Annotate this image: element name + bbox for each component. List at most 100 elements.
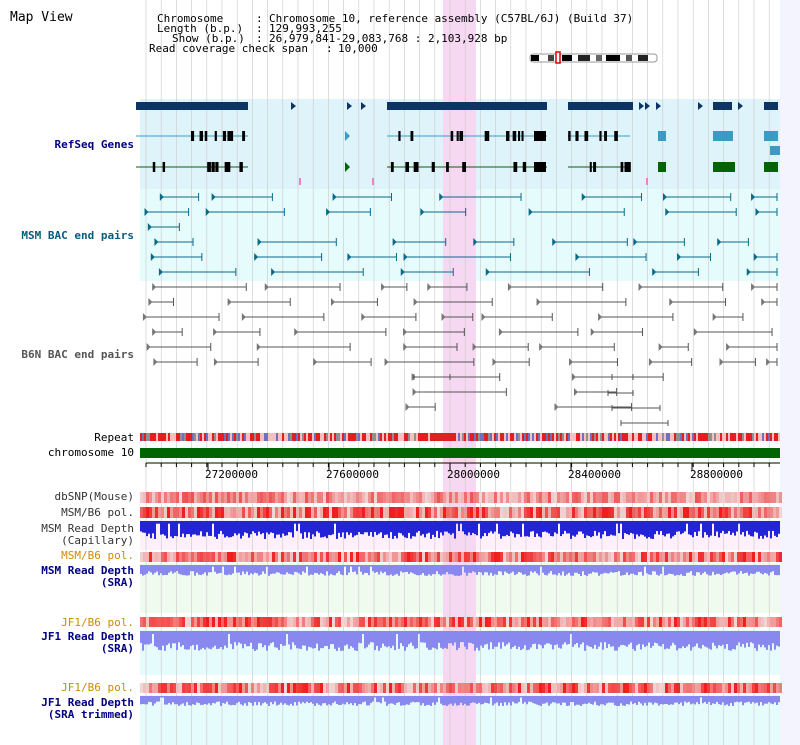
depth-bin bbox=[290, 521, 292, 533]
depth-bin bbox=[270, 631, 272, 644]
refseq-genes-label[interactable]: RefSeq Genes bbox=[54, 138, 134, 151]
polymorphism-bin bbox=[167, 683, 170, 693]
polymorphism-bin bbox=[254, 617, 257, 627]
depth-bin bbox=[148, 696, 150, 702]
polymorphism-bin bbox=[185, 492, 188, 503]
polymorphism-bin bbox=[584, 617, 587, 627]
polymorphism-bin bbox=[647, 617, 650, 627]
depth-bin bbox=[546, 631, 548, 644]
polymorphism-bin bbox=[632, 617, 635, 627]
repeat-element bbox=[758, 433, 760, 441]
polymorphism-bin bbox=[530, 617, 533, 627]
polymorphism-bin bbox=[632, 492, 635, 503]
polymorphism-bin bbox=[260, 683, 263, 693]
depth-bin bbox=[156, 565, 158, 572]
polymorphism-bin bbox=[566, 552, 569, 562]
depth-bin bbox=[494, 631, 496, 647]
depth-bin bbox=[434, 521, 436, 538]
repeat-element bbox=[192, 433, 194, 441]
depth-bin bbox=[544, 631, 546, 645]
repeat-element bbox=[334, 433, 336, 441]
polymorphism-bin bbox=[665, 552, 668, 562]
depth-bin bbox=[628, 521, 630, 535]
depth-bin bbox=[642, 631, 644, 645]
polymorphism-bin bbox=[617, 507, 620, 518]
depth-bin bbox=[332, 565, 334, 576]
repeat-element bbox=[520, 433, 522, 441]
depth-bin bbox=[762, 696, 764, 706]
polymorphism-bin bbox=[578, 683, 581, 693]
polymorphism-bin bbox=[599, 617, 602, 627]
depth-bin bbox=[702, 521, 704, 538]
depth-bin bbox=[382, 521, 384, 538]
polymorphism-bin bbox=[413, 617, 416, 627]
polymorphism-bin bbox=[509, 683, 512, 693]
depth-bin bbox=[368, 565, 370, 576]
polymorphism-bin bbox=[545, 552, 548, 562]
polymorphism-bin bbox=[455, 507, 458, 518]
depth-bin bbox=[550, 696, 552, 704]
b6n-bac-label[interactable]: B6N BAC end pairs bbox=[21, 348, 134, 361]
polymorphism-bin bbox=[359, 552, 362, 562]
depth-bin bbox=[720, 631, 722, 647]
depth-bin bbox=[684, 521, 686, 532]
polymorphism-bin bbox=[164, 683, 167, 693]
polymorphism-bin bbox=[728, 617, 731, 627]
depth-bin bbox=[692, 696, 694, 704]
depth-bin bbox=[256, 521, 258, 536]
polymorphism-bin bbox=[233, 552, 236, 562]
depth-bin bbox=[658, 696, 660, 706]
polymorphism-bin bbox=[200, 683, 203, 693]
depth-bin bbox=[210, 521, 212, 537]
polymorphism-bin bbox=[662, 507, 665, 518]
polymorphism-bin bbox=[569, 617, 572, 627]
repeat-element bbox=[268, 433, 270, 441]
repeat-element bbox=[668, 433, 670, 441]
polymorphism-bin bbox=[761, 683, 764, 693]
exon bbox=[224, 162, 228, 172]
polymorphism-bin bbox=[644, 492, 647, 503]
repeat-element bbox=[342, 433, 344, 441]
repeat-element bbox=[724, 433, 726, 441]
repeat-element bbox=[222, 433, 224, 441]
msm-bac-label[interactable]: MSM BAC end pairs bbox=[21, 229, 134, 242]
polymorphism-bin bbox=[326, 492, 329, 503]
depth-bin bbox=[238, 696, 240, 702]
depth-bin bbox=[322, 631, 324, 649]
repeat-element bbox=[260, 433, 262, 441]
depth-bin bbox=[326, 521, 328, 539]
msm-depth-capillary-label: MSM Read Depth bbox=[41, 522, 134, 535]
polymorphism-bin bbox=[320, 683, 323, 693]
depth-bin bbox=[504, 565, 506, 572]
depth-bin bbox=[166, 565, 168, 576]
msm-depth-sra-label: MSM Read Depth bbox=[41, 564, 134, 577]
bac-end bbox=[148, 298, 153, 306]
polymorphism-bin bbox=[326, 552, 329, 562]
polymorphism-bin bbox=[200, 492, 203, 503]
depth-bin bbox=[682, 565, 684, 576]
length-key: Length (b.p.) bbox=[157, 22, 244, 35]
polymorphism-bin bbox=[215, 617, 218, 627]
polymorphism-bin bbox=[302, 552, 305, 562]
depth-bin bbox=[284, 631, 286, 646]
repeat-element bbox=[484, 433, 486, 441]
polymorphism-bin bbox=[254, 683, 257, 693]
depth-bin bbox=[202, 521, 204, 537]
depth-bin bbox=[412, 521, 414, 537]
depth-bin bbox=[424, 521, 426, 538]
depth-bin bbox=[556, 696, 558, 704]
repeat-element bbox=[598, 433, 600, 441]
depth-bin bbox=[328, 565, 330, 576]
repeat-element bbox=[346, 433, 348, 441]
bac-end bbox=[326, 208, 331, 216]
repeat-element bbox=[410, 433, 412, 441]
depth-bin bbox=[580, 565, 582, 576]
polymorphism-bin bbox=[488, 617, 491, 627]
depth-bin bbox=[444, 631, 446, 648]
repeat-element bbox=[200, 433, 202, 441]
repeat-element bbox=[496, 433, 498, 441]
depth-bin bbox=[302, 565, 304, 572]
